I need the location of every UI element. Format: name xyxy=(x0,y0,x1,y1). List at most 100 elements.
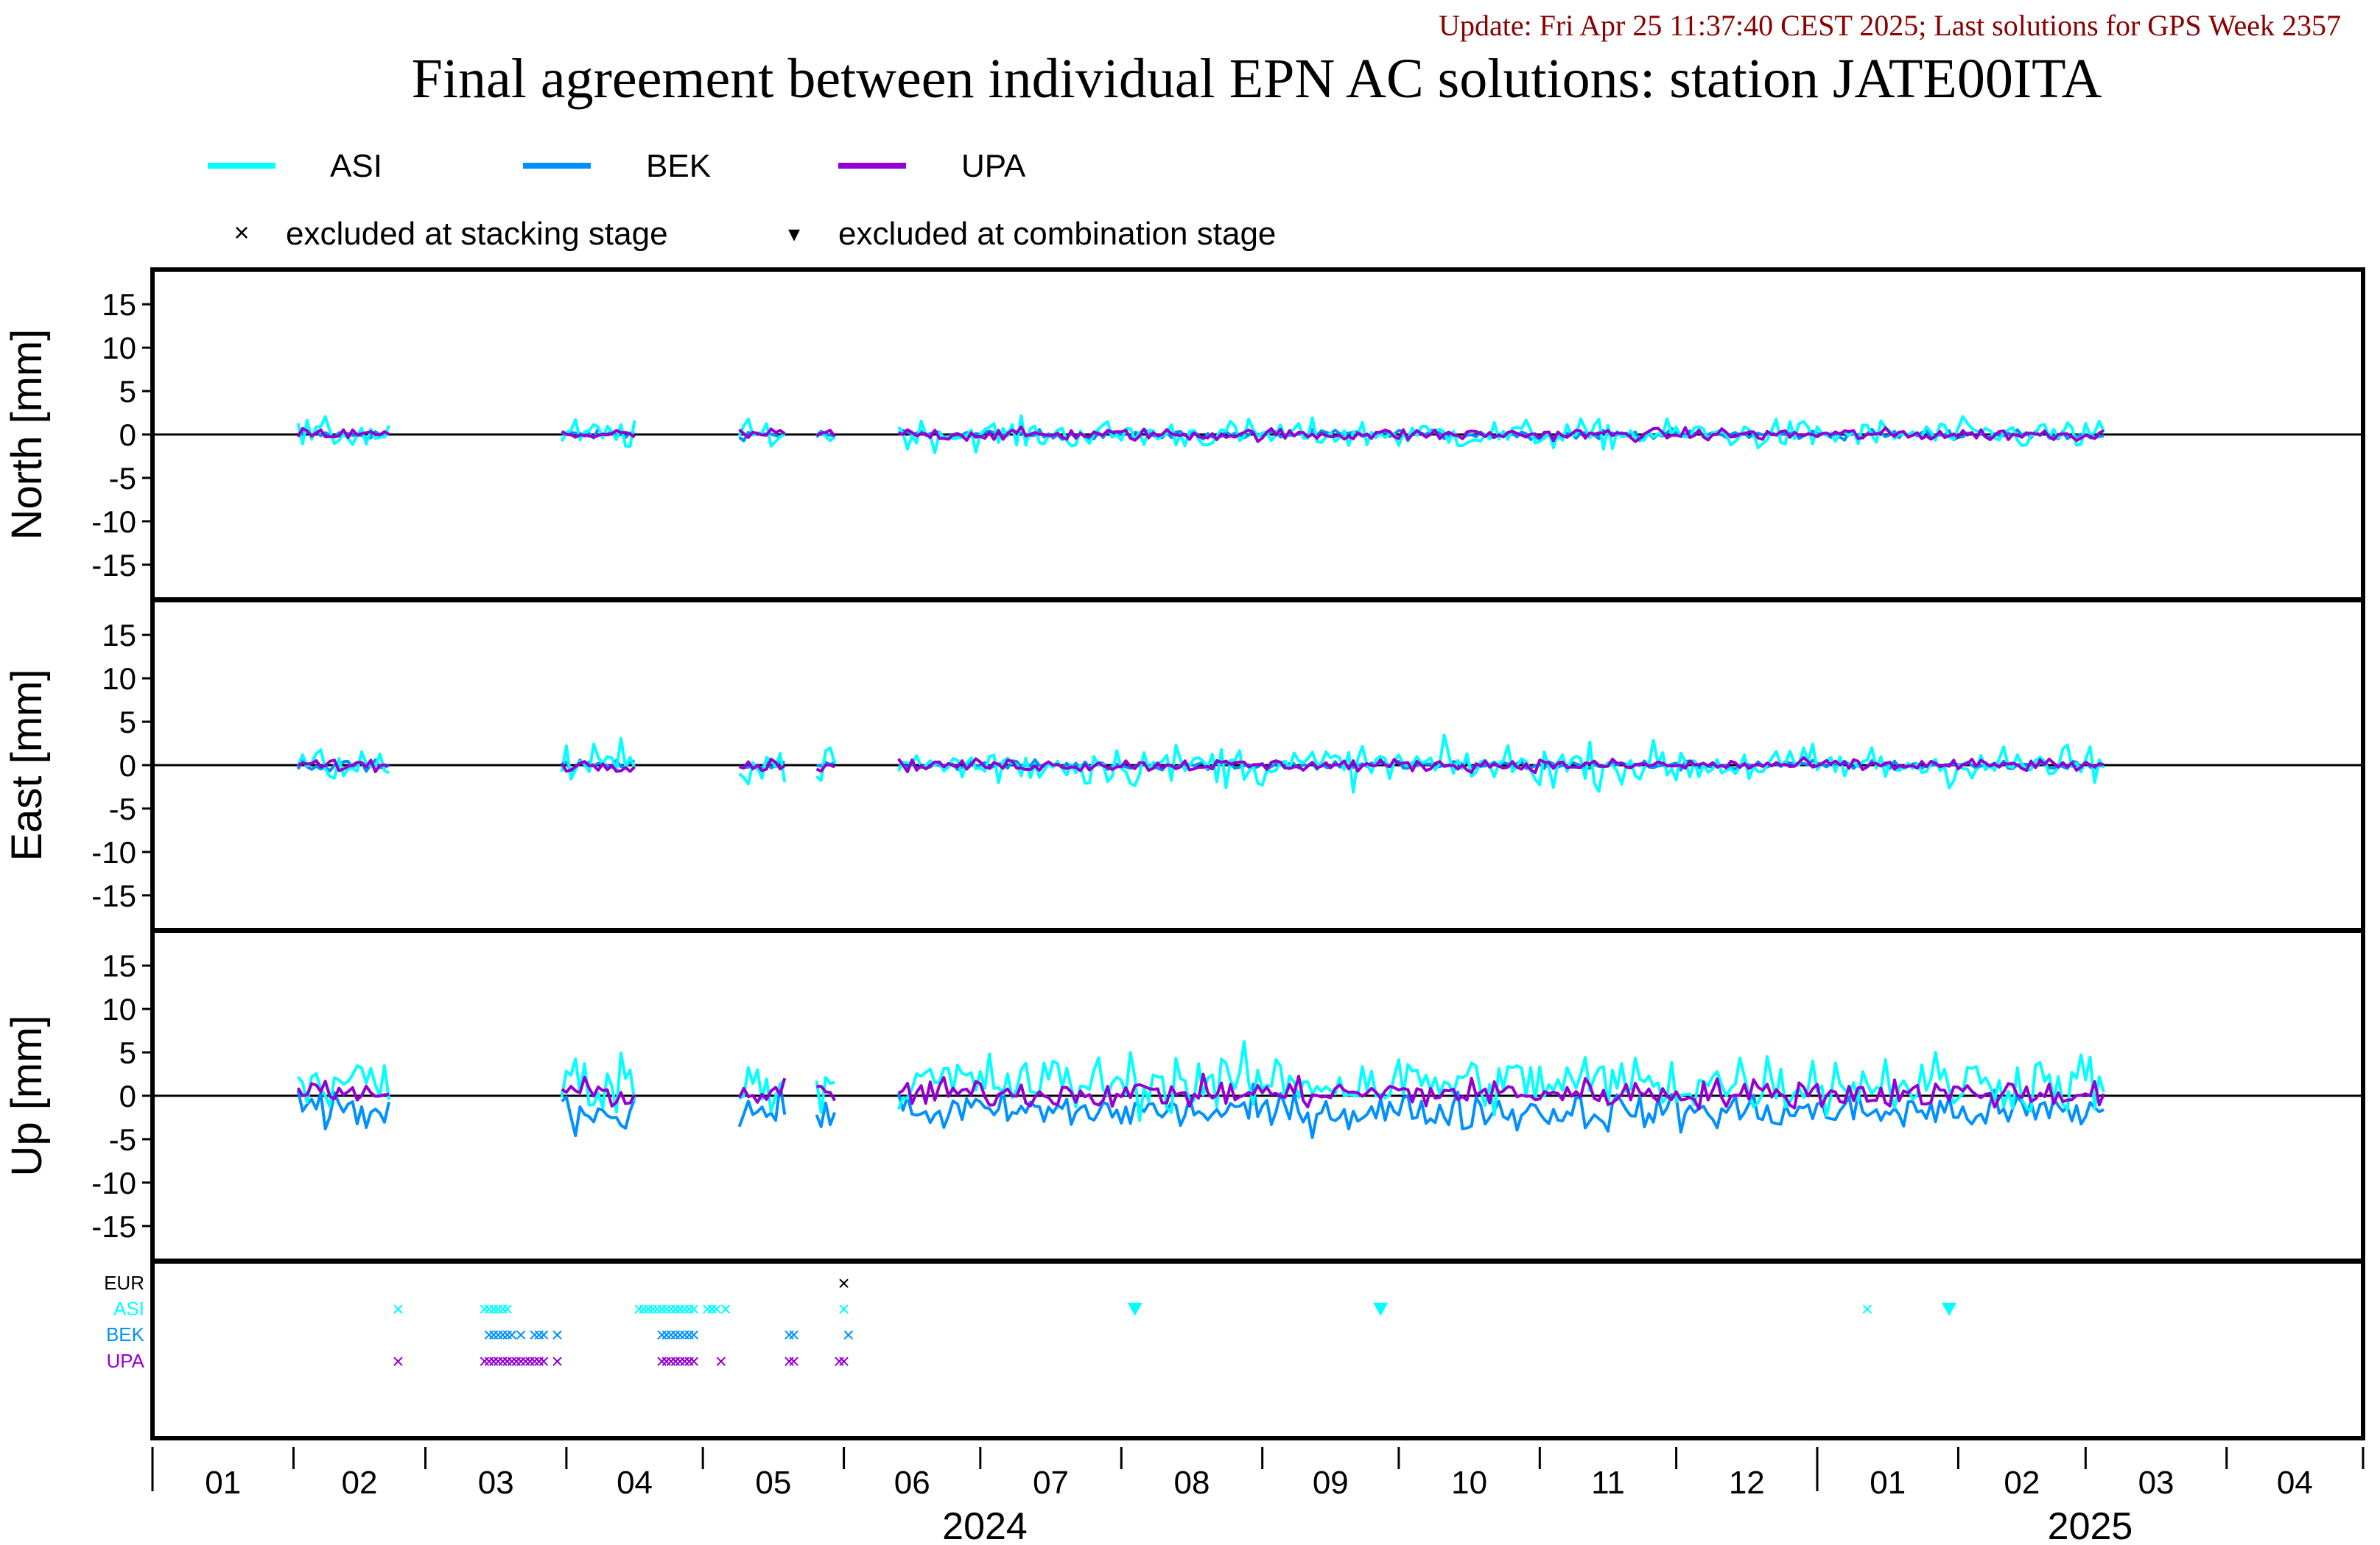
x-tick-label: 02 xyxy=(2004,1465,2040,1501)
x-tick-label: 04 xyxy=(617,1465,653,1501)
time-axis: 01 02 03 04 05 06 07 08 09 10 11 12 01 02 03 04 2024 2025 xyxy=(151,1447,2365,1545)
series-asi xyxy=(560,1051,636,1114)
stacking-exclusion-marker: × xyxy=(506,1323,518,1346)
stacking-exclusion-marker: × xyxy=(392,1298,404,1320)
stacking-exclusion-marker: × xyxy=(665,1350,677,1373)
stacking-exclusion-marker: × xyxy=(656,1298,667,1320)
stacking-exclusion-marker: × xyxy=(510,1350,522,1373)
series-bek xyxy=(296,759,390,773)
stacking-exclusion-marker: × xyxy=(501,1350,513,1373)
series-upa xyxy=(296,426,390,440)
series-upa xyxy=(560,760,636,773)
x-tick-label: 12 xyxy=(1729,1465,1765,1501)
series-bek xyxy=(815,1101,837,1128)
stacking-exclusion-marker: × xyxy=(661,1350,673,1373)
exclusion-row-label-upa: UPA xyxy=(106,1350,144,1372)
y-tick-label: 15 xyxy=(102,618,136,652)
y-tick-label: 10 xyxy=(102,992,136,1027)
series-upa xyxy=(737,1077,787,1104)
stacking-exclusion-marker: × xyxy=(483,1323,495,1346)
stacking-exclusion-marker: × xyxy=(492,1298,504,1320)
series-asi xyxy=(896,1040,2105,1122)
legend-stacking-symbol: × xyxy=(234,217,249,247)
exclusion-row-label-bek: BEK xyxy=(106,1323,145,1345)
stacking-exclusion-marker: × xyxy=(711,1298,723,1320)
stacking-exclusion-marker: × xyxy=(496,1350,508,1373)
legend-combination-label: excluded at combination stage xyxy=(838,216,1276,252)
y-tick-label: -5 xyxy=(109,461,136,496)
stacking-exclusion-marker: × xyxy=(683,1350,695,1373)
stacking-exclusion-marker: × xyxy=(492,1350,504,1373)
stacking-exclusion-marker: × xyxy=(838,1272,849,1295)
series-upa xyxy=(738,757,786,772)
x-year-label: 2024 xyxy=(942,1505,1028,1545)
stacking-exclusion-marker: × xyxy=(674,1298,686,1320)
series-bek xyxy=(296,1090,391,1130)
combination-exclusion-marker xyxy=(1942,1303,1957,1316)
series-upa xyxy=(297,759,390,773)
series-upa xyxy=(815,429,836,437)
y-tick-label: -5 xyxy=(109,1122,136,1157)
series-bek xyxy=(737,1083,787,1127)
chart-title: Final agreement between individual EPN A… xyxy=(412,48,2102,110)
stacking-exclusion-marker: × xyxy=(651,1298,663,1320)
stacking-exclusion-marker: × xyxy=(833,1350,845,1373)
stacking-exclusion-marker: × xyxy=(479,1298,491,1320)
panels: 15 10 5 0 -5 -10 -15 North [mm] 15 10 5 0 -5 -10 -15 Ea… xyxy=(3,267,2365,1263)
x-tick-label: 10 xyxy=(1451,1465,1487,1501)
series-asi xyxy=(815,1076,835,1114)
y-tick-label: 0 xyxy=(119,1079,136,1113)
stacking-exclusion-marker: × xyxy=(661,1298,673,1320)
stacking-exclusion-marker: × xyxy=(688,1350,700,1373)
series-upa xyxy=(815,763,835,773)
legend-label-bek: BEK xyxy=(646,148,711,184)
x-tick-label: 03 xyxy=(2138,1465,2174,1501)
y-tick-label: 10 xyxy=(102,331,136,365)
stacking-exclusion-marker: × xyxy=(529,1350,541,1373)
y-tick-label: 5 xyxy=(119,705,136,739)
stacking-exclusion-marker: × xyxy=(392,1350,404,1373)
series-upa xyxy=(897,756,2105,775)
legend-label-upa: UPA xyxy=(961,148,1026,184)
stacking-exclusion-marker: × xyxy=(838,1298,849,1320)
series-upa xyxy=(561,1075,636,1108)
stacking-exclusion-marker: × xyxy=(787,1350,799,1373)
stacking-exclusion-marker: × xyxy=(533,1350,545,1373)
y-tick-label: 5 xyxy=(119,1035,136,1070)
stacking-exclusion-marker: × xyxy=(496,1298,508,1320)
stacking-exclusion-marker: × xyxy=(787,1323,799,1346)
stacking-exclusion-marker: × xyxy=(670,1298,681,1320)
stacking-exclusion-marker: × xyxy=(688,1323,700,1346)
y-tick-label: 0 xyxy=(119,748,136,783)
stacking-exclusion-marker: × xyxy=(515,1323,527,1346)
stacking-exclusion-marker: × xyxy=(492,1323,504,1346)
stacking-exclusion-marker: × xyxy=(483,1350,495,1373)
stacking-exclusion-marker: × xyxy=(479,1350,491,1373)
stacking-exclusion-marker: × xyxy=(656,1350,667,1373)
y-tick-label: -15 xyxy=(91,1209,136,1244)
y-tick-label: -15 xyxy=(91,879,136,913)
y-tick-label: 10 xyxy=(102,661,136,696)
series-upa xyxy=(897,1072,2105,1111)
stacking-exclusion-marker: × xyxy=(665,1323,677,1346)
stacking-exclusion-marker: × xyxy=(1861,1298,1873,1320)
stacking-exclusion-marker: × xyxy=(706,1298,717,1320)
stacking-exclusion-marker: × xyxy=(683,1298,695,1320)
y-axis-label: Up [mm] xyxy=(3,1015,51,1176)
stacking-exclusion-marker: × xyxy=(538,1350,550,1373)
combination-exclusion-marker xyxy=(1127,1303,1142,1316)
stacking-exclusion-marker: × xyxy=(720,1298,731,1320)
stacking-exclusion-marker: × xyxy=(678,1323,690,1346)
panel-up: 15 10 5 0 -5 -10 -15 Up [mm] xyxy=(3,929,2365,1263)
x-tick-label: 03 xyxy=(478,1465,514,1501)
stacking-exclusion-marker: × xyxy=(838,1350,849,1373)
x-tick-label: 09 xyxy=(1313,1465,1349,1501)
stacking-exclusion-marker: × xyxy=(688,1298,700,1320)
update-line: Update: Fri Apr 25 11:37:40 CEST 2025; L… xyxy=(1439,9,2341,42)
x-tick-label: 01 xyxy=(1870,1465,1906,1501)
series-asi xyxy=(560,736,636,781)
stacking-exclusion-marker: × xyxy=(515,1350,527,1373)
y-tick-label: -5 xyxy=(109,792,136,826)
